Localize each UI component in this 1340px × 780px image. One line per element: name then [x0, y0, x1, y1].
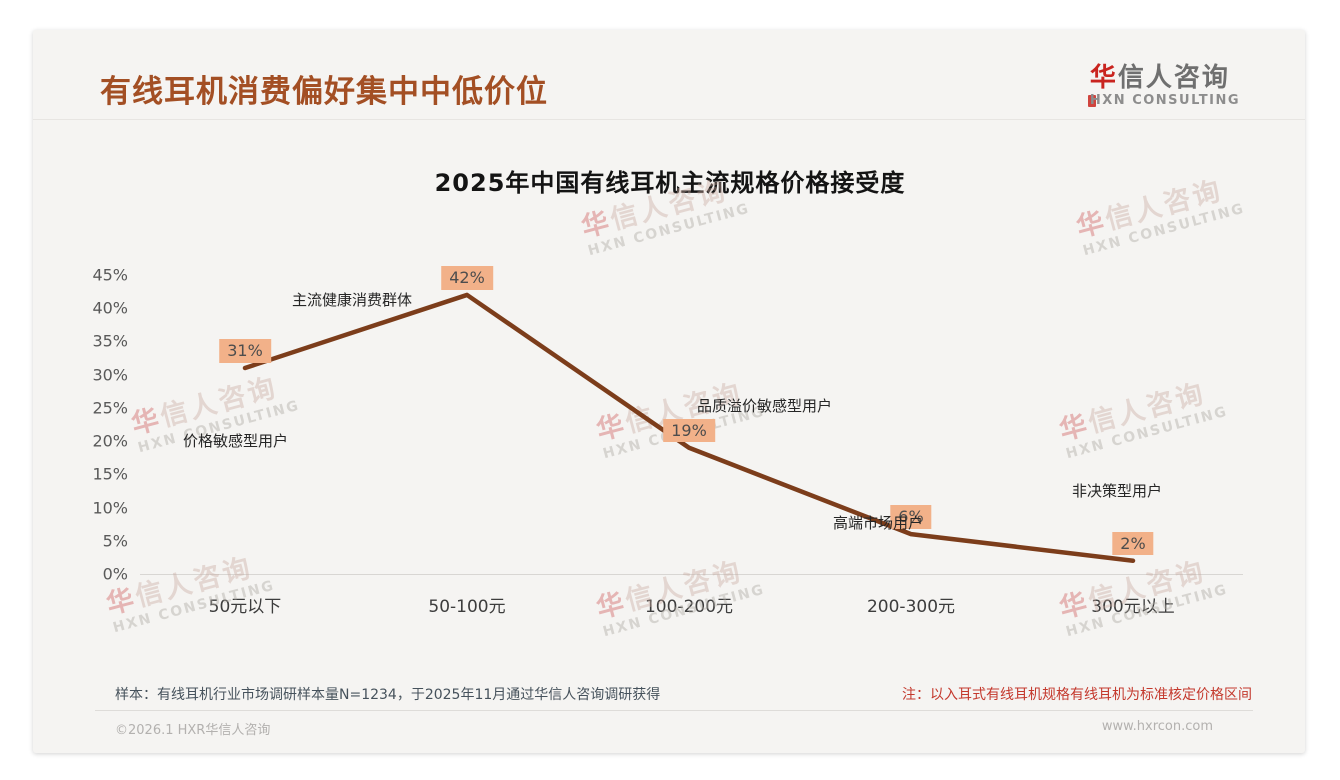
copyright-text: ©2026.1 HXR华信人咨询: [115, 723, 271, 738]
logo-red-mark-icon: [1087, 94, 1096, 107]
annotation-label: 主流健康消费群体: [292, 291, 413, 309]
notes-divider: [95, 710, 1253, 711]
sample-note: 样本：有线耳机行业市场调研样本量N=1234，于2025年11月通过华信人咨询调…: [115, 687, 661, 703]
point-value-label: 19%: [663, 418, 715, 443]
y-tick-label: 40%: [92, 298, 128, 318]
y-tick-label: 30%: [92, 365, 128, 385]
y-tick-label: 35%: [92, 331, 128, 351]
annotation-label: 非决策型用户: [1072, 482, 1163, 500]
x-axis-line: [140, 574, 1243, 575]
y-tick-label: 5%: [102, 531, 128, 551]
y-tick-label: 10%: [92, 498, 128, 518]
header-divider: [33, 119, 1305, 120]
logo-english-text: HXN CONSULTING: [1087, 92, 1240, 108]
annotation-label: 高端市场用户: [833, 514, 924, 532]
point-value-label: 6%: [890, 505, 932, 529]
annotation-label: 品质溢价敏感型用户: [697, 397, 833, 415]
x-category-label: 200-300元: [866, 597, 956, 617]
x-category-label: 50-100元: [428, 597, 506, 617]
y-tick-label: 0%: [102, 564, 128, 584]
y-tick-label: 15%: [92, 464, 128, 484]
annotation-label: 价格敏感型用户: [183, 432, 289, 450]
x-category-label: 50元以下: [208, 597, 282, 617]
y-tick-label: 45%: [92, 265, 128, 285]
price-definition-note: 注：以入耳式有线耳机规格有线耳机为标准核定价格区间: [902, 687, 1252, 703]
website-link[interactable]: www.hxrcon.com: [1101, 719, 1213, 734]
x-category-label: 300元以上: [1091, 597, 1175, 617]
company-logo: 华信人咨询 HXN CONSULTING: [1087, 63, 1240, 108]
x-category-label: 100-200元: [644, 597, 734, 617]
slide-card: [33, 30, 1305, 753]
chart-title: 2025年中国有线耳机主流规格价格接受度: [434, 169, 906, 197]
point-value-label: 42%: [441, 265, 493, 290]
point-value-label: 31%: [219, 339, 271, 363]
page-title: 有线耳机消费偏好集中中低价位: [100, 74, 548, 110]
point-value-label: 2%: [1112, 531, 1154, 556]
y-tick-label: 20%: [92, 431, 128, 451]
logo-chinese-text: 华信人咨询: [1089, 63, 1230, 93]
y-tick-label: 25%: [92, 398, 128, 418]
